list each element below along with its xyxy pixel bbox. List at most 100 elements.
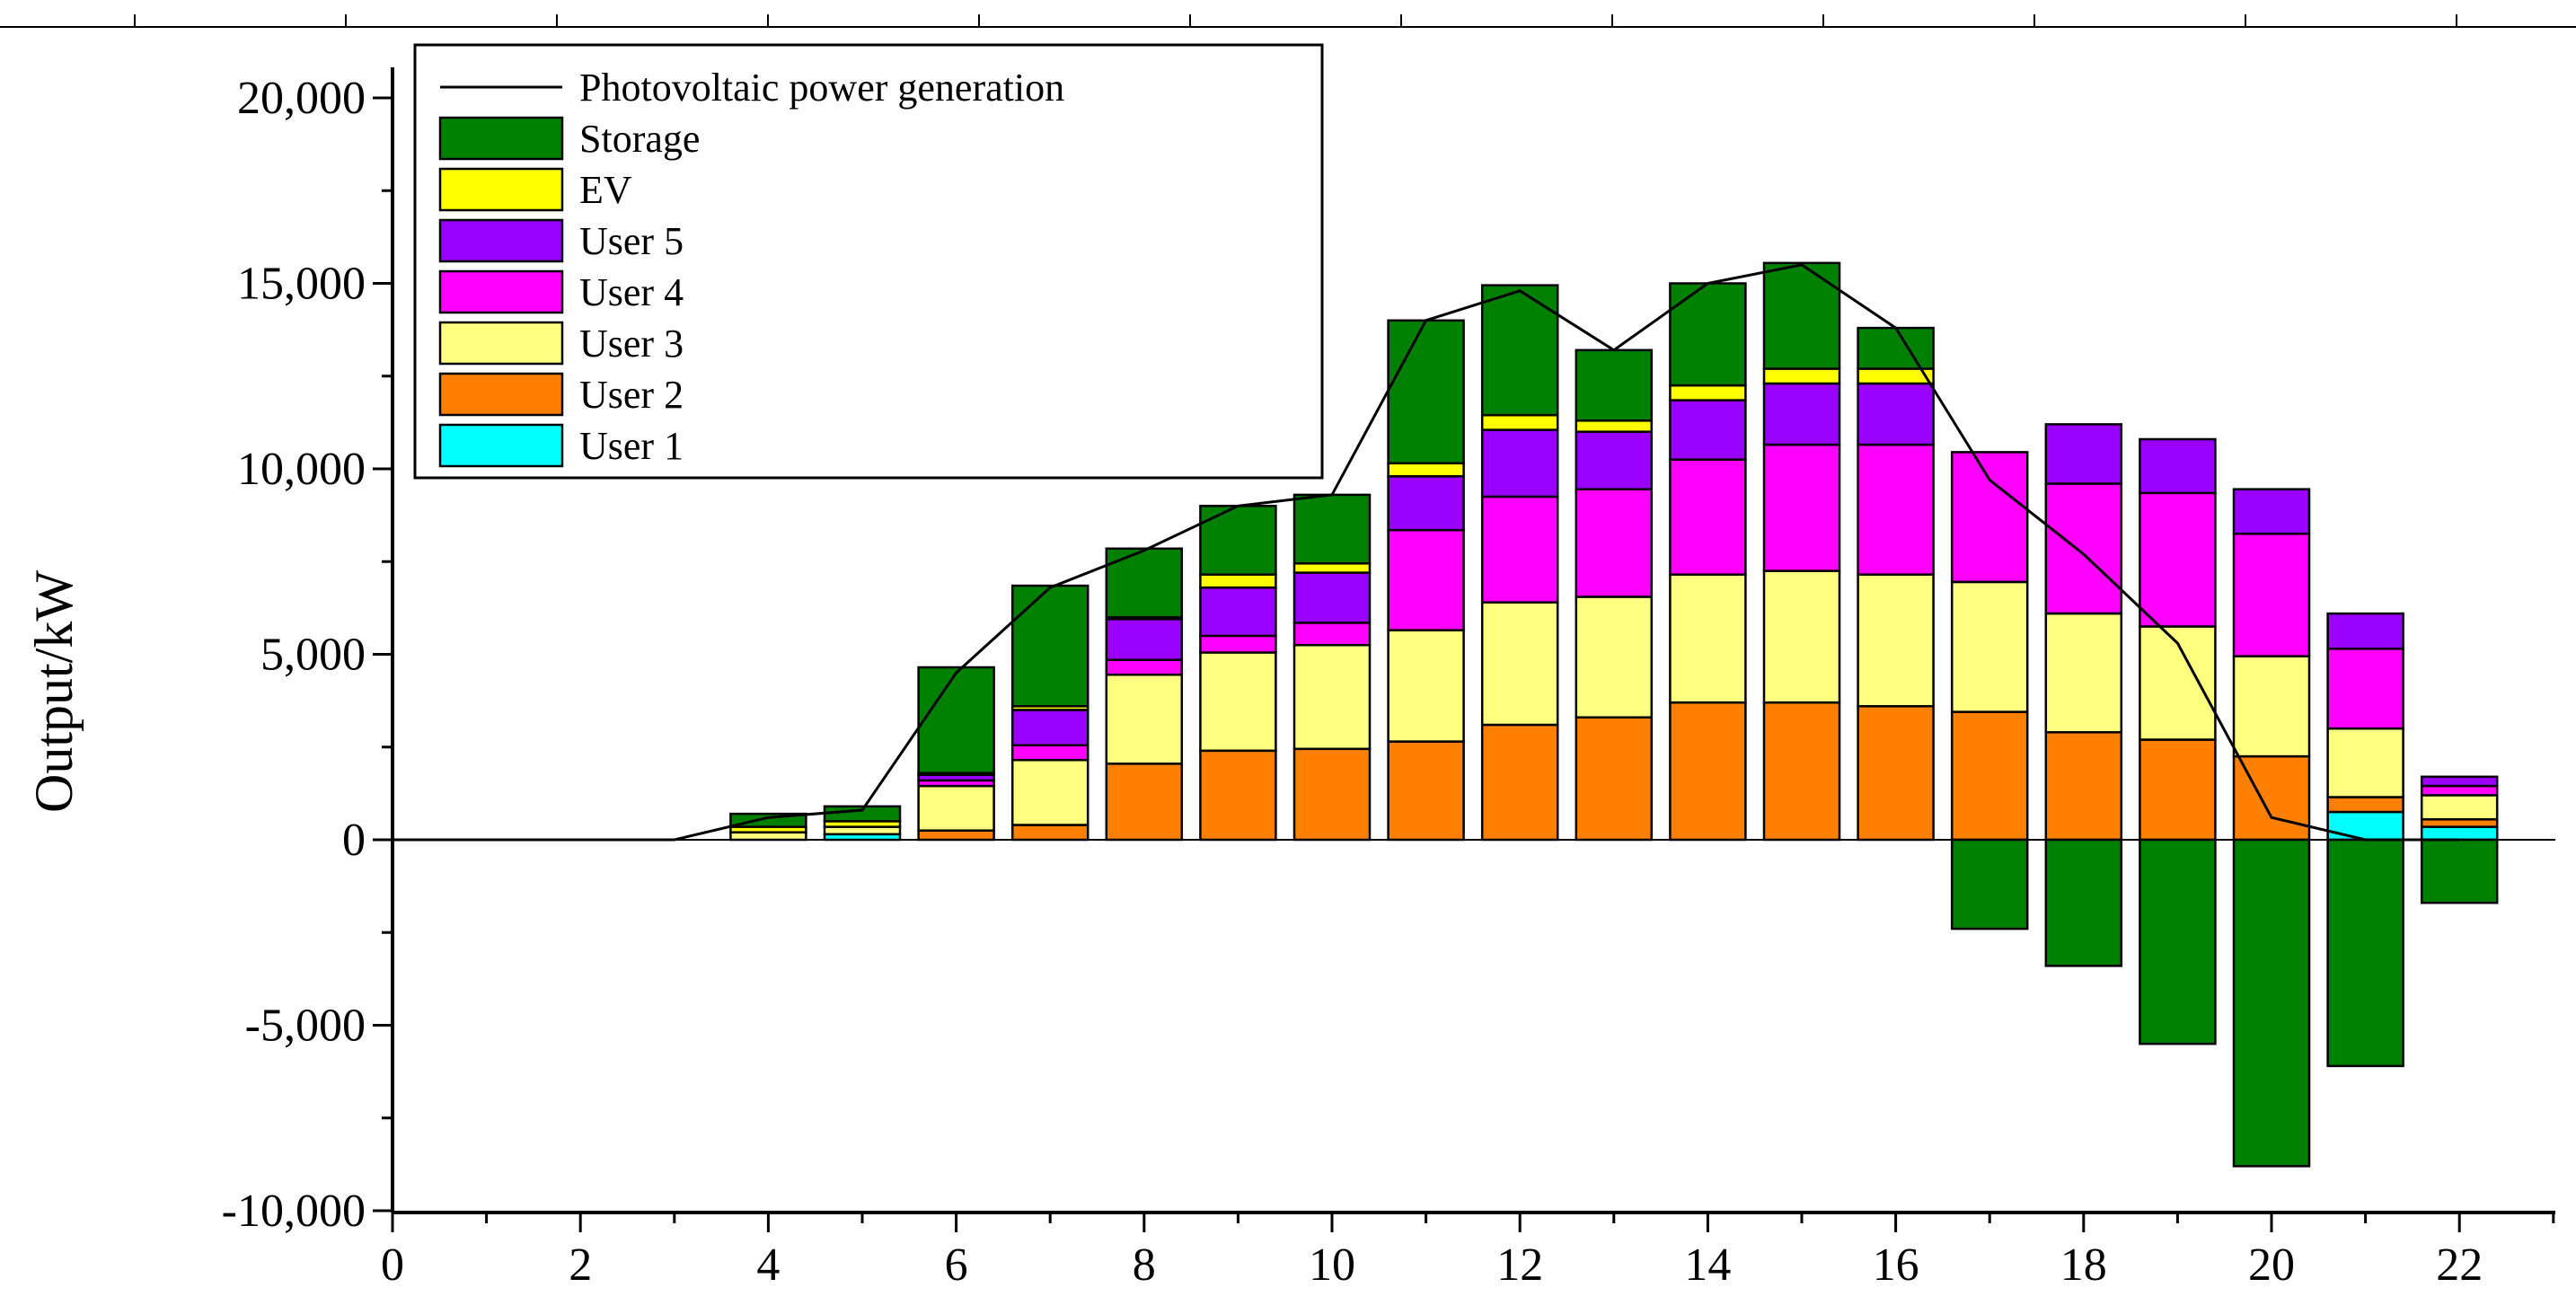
y-tick-label: 15,000 bbox=[237, 259, 366, 310]
bar-user-3-h20 bbox=[2232, 655, 2311, 758]
bar-ev-h15 bbox=[1762, 367, 1841, 385]
bar-storage-h13 bbox=[1575, 348, 1654, 422]
bar-user-2-h8 bbox=[1105, 763, 1184, 842]
bar-user-5-h11 bbox=[1387, 475, 1465, 532]
bar-storage-h7 bbox=[1010, 584, 1090, 708]
legend-label-user-1: User 1 bbox=[579, 424, 684, 468]
y-tick-label: -10,000 bbox=[222, 1186, 366, 1237]
x-tick-label: 10 bbox=[1309, 1239, 1355, 1291]
bar-user-3-h14 bbox=[1669, 573, 1747, 704]
legend-swatch-user-5 bbox=[438, 218, 564, 263]
bar-user-2-h16 bbox=[1857, 705, 1935, 842]
bar-user-2-h14 bbox=[1669, 701, 1747, 842]
legend-box bbox=[413, 43, 1324, 480]
x-tick-label: 22 bbox=[2436, 1239, 2483, 1291]
bar-user-2-h19 bbox=[2139, 738, 2217, 842]
x-tick-label: 6 bbox=[945, 1239, 968, 1291]
bar-user-2-h6 bbox=[917, 829, 995, 842]
x-tick-label: 0 bbox=[381, 1239, 404, 1291]
bar-user-5-h12 bbox=[1480, 428, 1559, 498]
bar-user-3-h9 bbox=[1199, 651, 1277, 753]
bar-storage-h9 bbox=[1199, 505, 1277, 576]
axes: 20,000 15,000 10,000 5,000 0 -5,000 -10,000 0 2 4… bbox=[0, 14, 2576, 1291]
bar-storage-h18 bbox=[2044, 838, 2123, 967]
bar-storage-h10 bbox=[1292, 493, 1372, 565]
bar-storage-h15 bbox=[1762, 261, 1841, 370]
bar-storage-h11 bbox=[1387, 319, 1465, 465]
bar-storage-h6 bbox=[917, 666, 995, 774]
x-tick-label: 20 bbox=[2248, 1239, 2295, 1291]
bar-user-2-h9 bbox=[1199, 749, 1277, 842]
bar-user-1-h22 bbox=[2420, 825, 2499, 842]
bar-user-2-h15 bbox=[1762, 701, 1841, 842]
bar-user-5-h15 bbox=[1762, 382, 1841, 446]
bar-user-4-h16 bbox=[1857, 443, 1935, 576]
bar-user-5-h20 bbox=[2232, 488, 2311, 535]
bar-storage-h21 bbox=[2326, 838, 2404, 1068]
legend-label-user-3: User 3 bbox=[579, 322, 684, 366]
bar-user-2-h13 bbox=[1575, 716, 1654, 842]
bar-ev-h14 bbox=[1669, 384, 1747, 401]
bar-user-4-h19 bbox=[2139, 491, 2217, 628]
bar-user-2-h22 bbox=[2420, 818, 2499, 828]
bar-user-2-h10 bbox=[1292, 747, 1372, 842]
legend-label-user-5: User 5 bbox=[579, 219, 684, 263]
bar-user-4-h7 bbox=[1010, 744, 1090, 762]
bar-user-3-h13 bbox=[1575, 595, 1654, 719]
bar-user-4-h17 bbox=[1950, 451, 2029, 584]
bar-user-3-h15 bbox=[1762, 569, 1841, 704]
y-tick-label: 0 bbox=[342, 815, 366, 866]
bar-user-2-h17 bbox=[1950, 710, 2029, 842]
bar-user-3-h21 bbox=[2326, 727, 2404, 798]
bar-user-5-h8 bbox=[1105, 618, 1184, 661]
bar-user-5-h18 bbox=[2044, 423, 2123, 485]
legend-label-user-2: User 2 bbox=[579, 373, 684, 417]
legend-swatch-user-1 bbox=[438, 423, 564, 468]
legend-label-photovoltaic-power-generation: Photovoltaic power generation bbox=[579, 66, 1064, 110]
bar-user-5-h22 bbox=[2420, 775, 2499, 788]
x-tick-label: 12 bbox=[1496, 1239, 1543, 1291]
pv-line-group bbox=[393, 263, 2460, 842]
bar-user-3-h12 bbox=[1480, 601, 1559, 727]
legend-swatch-user-2 bbox=[438, 372, 564, 417]
y-tick-label: 5,000 bbox=[260, 630, 366, 681]
x-tick-label: 2 bbox=[569, 1239, 592, 1291]
bar-user-3-h8 bbox=[1105, 673, 1184, 765]
bar-user-3-h16 bbox=[1857, 573, 1935, 708]
legend-swatch-user-4 bbox=[438, 269, 564, 314]
bar-storage-h20 bbox=[2232, 838, 2311, 1168]
x-tick-label: 4 bbox=[756, 1239, 780, 1291]
legend: Photovoltaic power generation Storage EV Us… bbox=[413, 43, 1324, 480]
y-axis-label: Output/kW bbox=[24, 570, 84, 813]
bar-user-3-h17 bbox=[1950, 580, 2029, 713]
bar-user-3-h6 bbox=[917, 784, 995, 832]
legend-label-user-4: User 4 bbox=[579, 270, 684, 314]
x-tick-label: 16 bbox=[1873, 1239, 1919, 1291]
bar-user-4-h15 bbox=[1762, 443, 1841, 572]
bar-ev-h13 bbox=[1575, 419, 1654, 433]
bar-user-5-h16 bbox=[1857, 382, 1935, 446]
bar-user-5-h21 bbox=[2326, 612, 2404, 650]
bar-ev-h9 bbox=[1199, 573, 1277, 589]
bar-storage-h8 bbox=[1105, 547, 1184, 619]
bar-storage-h12 bbox=[1480, 284, 1559, 417]
y-tick-label: 20,000 bbox=[237, 73, 366, 124]
x-tick-label: 14 bbox=[1684, 1239, 1731, 1291]
bar-user-4-h21 bbox=[2326, 648, 2404, 730]
bar-storage-h14 bbox=[1669, 282, 1747, 387]
bar-user-5-h10 bbox=[1292, 571, 1372, 624]
bar-user-3-h7 bbox=[1010, 758, 1090, 826]
bar-user-4-h18 bbox=[2044, 482, 2123, 615]
bar-user-3-h11 bbox=[1387, 629, 1465, 743]
bar-user-4-h10 bbox=[1292, 622, 1372, 647]
legend-swatch-storage bbox=[438, 116, 564, 161]
bar-user-5-h19 bbox=[2139, 437, 2217, 495]
bar-user-1-h21 bbox=[2326, 810, 2404, 842]
bar-user-2-h18 bbox=[2044, 730, 2123, 842]
x-tick-label: 8 bbox=[1133, 1239, 1156, 1291]
bar-user-2-h11 bbox=[1387, 740, 1465, 842]
bar-user-4-h14 bbox=[1669, 458, 1747, 576]
bar-user-4-h9 bbox=[1199, 634, 1277, 654]
bar-user-5-h7 bbox=[1010, 709, 1090, 746]
legend-label-ev: EV bbox=[579, 168, 632, 212]
